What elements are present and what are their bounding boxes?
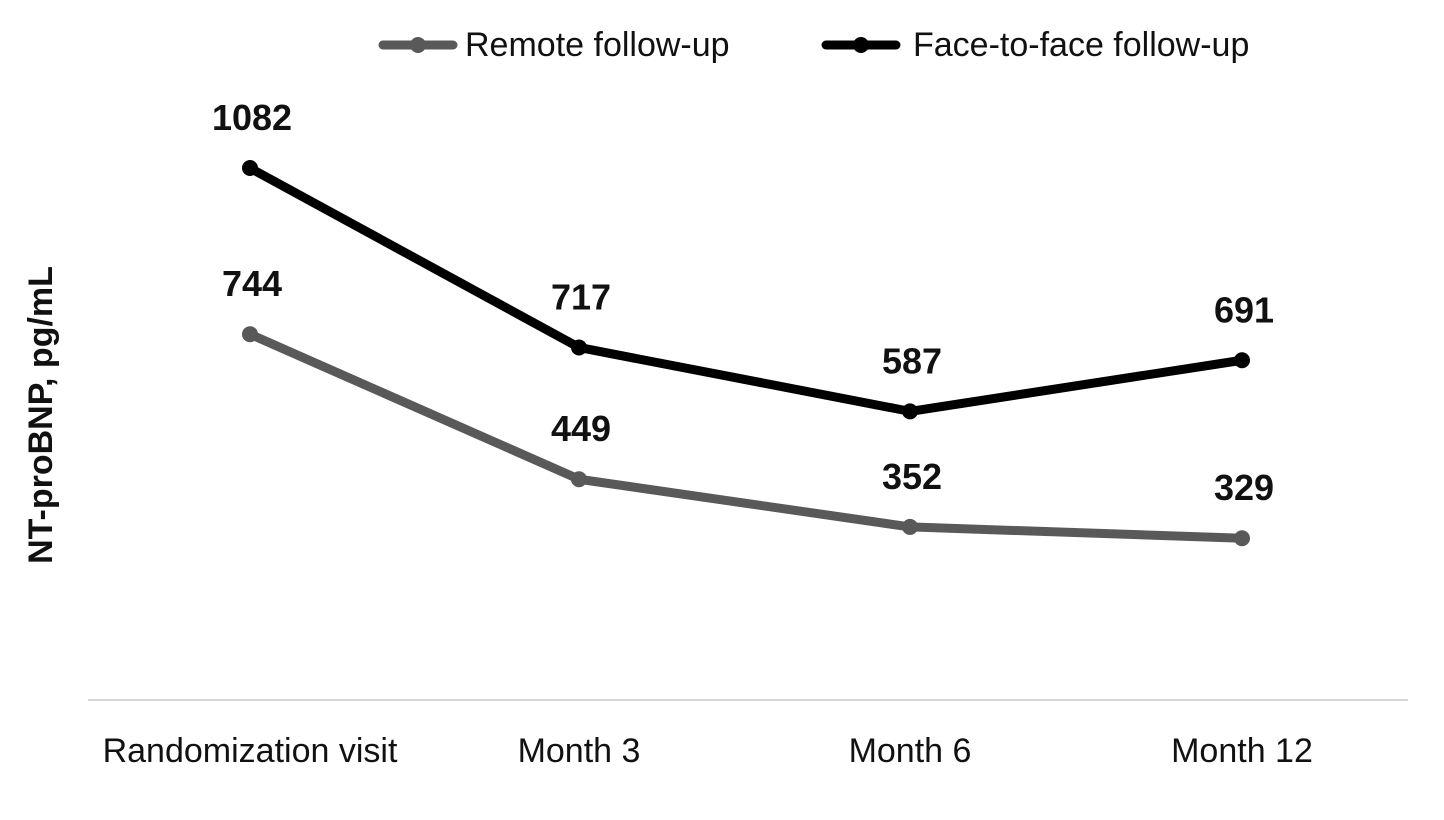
data-label: 1082 [212,97,292,138]
series-point [902,403,918,420]
series-point [571,471,587,488]
data-label: 744 [222,263,282,304]
x-tick-label: Month 3 [518,732,641,770]
legend: Remote follow-up Face-to-face follow-up [378,26,1249,64]
legend-item: Face-to-face follow-up [821,26,1249,64]
legend-marker [853,37,869,53]
data-label: 587 [882,340,942,381]
data-label: 691 [1214,289,1274,330]
x-tick-label: Randomization visit [103,732,398,770]
plot-area: 744 449 352 329 1082 717 587 691 [88,97,1408,701]
series-point [1234,352,1250,369]
legend-item: Remote follow-up [378,26,730,64]
x-tick-label: Month 6 [849,732,972,770]
data-label: 352 [882,456,942,497]
series-layer [242,160,1250,547]
data-label: 329 [1214,467,1274,508]
data-label: 717 [551,276,611,317]
series-point [902,518,918,535]
data-label-layer: 744 449 352 329 1082 717 587 691 [212,97,1274,508]
legend-label: Remote follow-up [465,26,730,64]
legend-marker [410,37,426,53]
series-point [242,326,258,343]
series-line [245,163,1247,416]
legend-label: Face-to-face follow-up [913,26,1249,64]
series-point [242,160,258,177]
data-label: 449 [551,408,611,449]
series-point [1234,530,1250,547]
y-axis-title: NT-proBNP, pg/mL [22,266,60,564]
series-line [245,329,1247,543]
x-tick-label: Month 12 [1171,732,1313,770]
x-axis-ticks: Randomization visit Month 3 Month 6 Month 1… [103,732,1313,770]
series-point [571,339,587,356]
